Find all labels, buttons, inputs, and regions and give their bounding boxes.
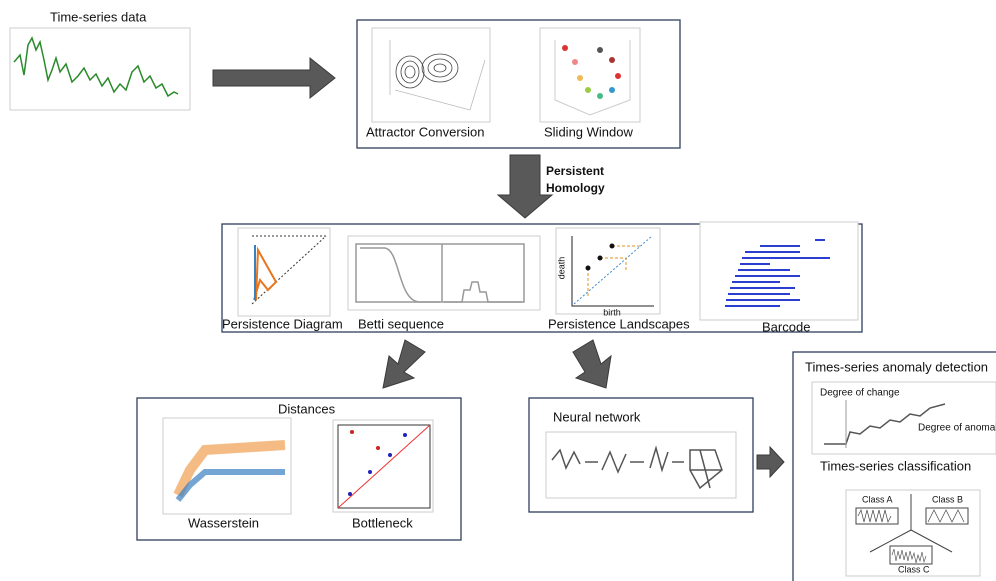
step-label: Persistent [546, 164, 604, 178]
class-label: Class B [932, 494, 963, 504]
representation-label: Persistence Diagram [222, 316, 343, 331]
bottleneck-thumb [333, 420, 433, 512]
wasserstein-thumb [163, 418, 291, 514]
arrow [383, 340, 425, 388]
representation-label: Betti sequence [358, 316, 444, 331]
embedding-label: Sliding Window [544, 124, 633, 139]
persistence-diagram-thumb [238, 228, 330, 316]
distance-label: Bottleneck [352, 515, 413, 530]
step-label: Homology [546, 181, 605, 195]
axis-label: death [556, 257, 566, 280]
task-title: Times-series anomaly detection [805, 359, 988, 374]
task-title: Times-series classification [820, 458, 971, 473]
input-label: Time-series data [50, 9, 147, 24]
neural-title: Neural network [553, 409, 641, 424]
diagram: Time-series data Attractor Conversion Sl… [0, 0, 996, 581]
arrow [573, 340, 611, 388]
class-label: Class C [898, 564, 930, 574]
representation-label: Barcode [762, 319, 810, 334]
annotation: Degree of change [820, 388, 900, 399]
time-series-thumb [10, 28, 190, 110]
class-label: Class A [862, 494, 893, 504]
annotation: Degree of anomaly [918, 423, 996, 434]
arrow [213, 58, 335, 98]
representation-label: Persistence Landscapes [548, 316, 690, 331]
distance-label: Wasserstein [188, 515, 259, 530]
arrow [498, 155, 552, 218]
distances-title: Distances [278, 401, 336, 416]
embedding-label: Attractor Conversion [366, 124, 485, 139]
neural-thumb [546, 432, 736, 498]
betti-thumb [348, 236, 540, 310]
arrow [757, 447, 784, 477]
